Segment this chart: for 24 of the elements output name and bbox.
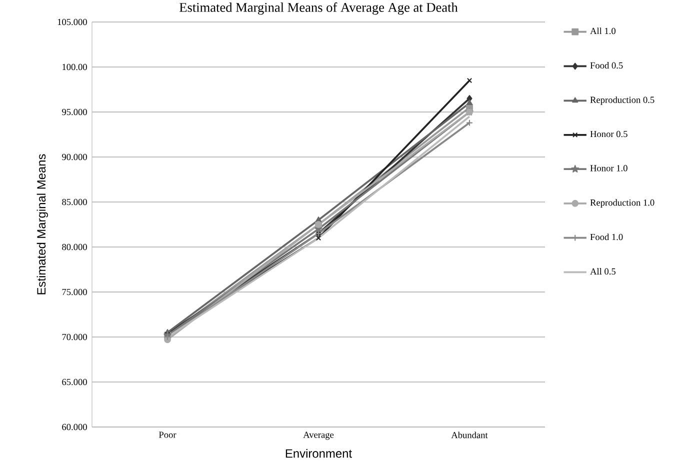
legend-label: Reproduction 1.0 [590,199,654,208]
y-tick-label: 105.000 [58,18,87,26]
y-tick-label: 75.000 [62,288,87,296]
x-tick-label: Average [303,432,334,440]
legend-label: Reproduction 0.5 [590,96,654,105]
y-tick-label: 70.000 [62,334,87,340]
x-axis-title: Environment [286,448,352,458]
x-tick-label: Abundant [451,432,488,438]
y-tick-label: 95.000 [62,108,87,116]
legend-label: Honor 0.5 [590,130,628,138]
y-tick-label: 85.000 [62,198,87,206]
x-tick-label: Poor [158,432,176,438]
legend-label: All 1.0 [590,28,616,34]
y-tick-label: 60.000 [62,424,87,430]
y-tick-label: 80.000 [62,244,87,250]
chart-title: Estimated Marginal Means of Average Age at Death [180,2,458,15]
legend-label: All 0.5 [590,268,616,275]
y-tick-label: 90.000 [62,154,87,160]
y-axis-title: Estimated Marginal Means [36,154,48,294]
legend-label: Food 0.5 [590,62,623,69]
y-tick-label: 65.000 [62,378,87,386]
y-tick-label: 100.00 [62,64,87,70]
legend-label: Honor 1.0 [590,165,628,172]
legend-label: Food 1.0 [590,234,623,240]
